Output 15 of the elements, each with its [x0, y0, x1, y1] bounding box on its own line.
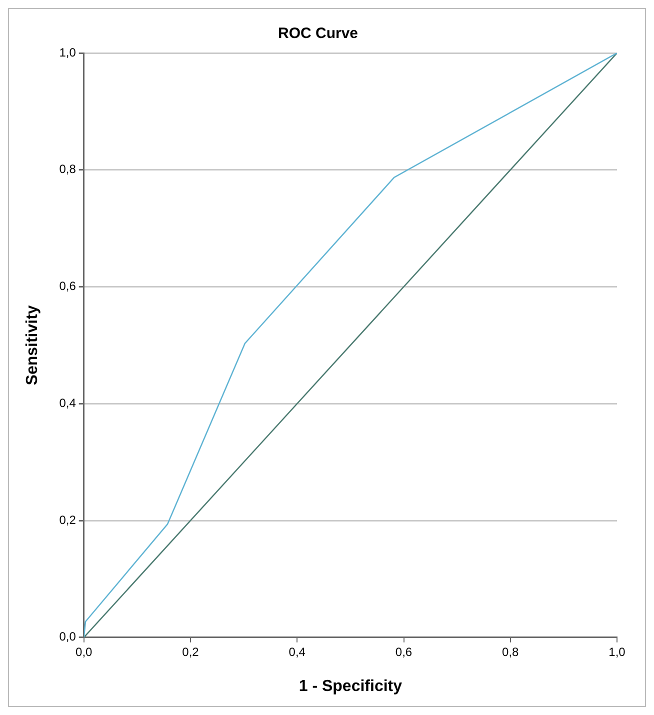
x-tick-label: 1,0 — [608, 644, 626, 659]
y-tick-label: 0,8 — [59, 162, 76, 176]
x-tick-label: 0,2 — [182, 644, 200, 659]
y-tick-label: 0,2 — [59, 512, 76, 527]
x-tick-label: 0,8 — [502, 644, 520, 659]
y-axis-title: Sensitivity — [24, 305, 42, 386]
x-tick-label: 0,4 — [288, 644, 306, 659]
chart-title: ROC Curve — [278, 25, 358, 42]
y-tick-label: 0,4 — [59, 396, 76, 410]
x-axis-title: 1 - Specificity — [298, 678, 402, 695]
y-tick-label: 1,0 — [59, 45, 76, 60]
x-tick-label: 0,0 — [76, 644, 93, 659]
x-tick-label: 0,6 — [395, 644, 412, 659]
y-tick-label: 0,0 — [59, 630, 76, 644]
y-tick-label: 0,6 — [59, 279, 76, 294]
